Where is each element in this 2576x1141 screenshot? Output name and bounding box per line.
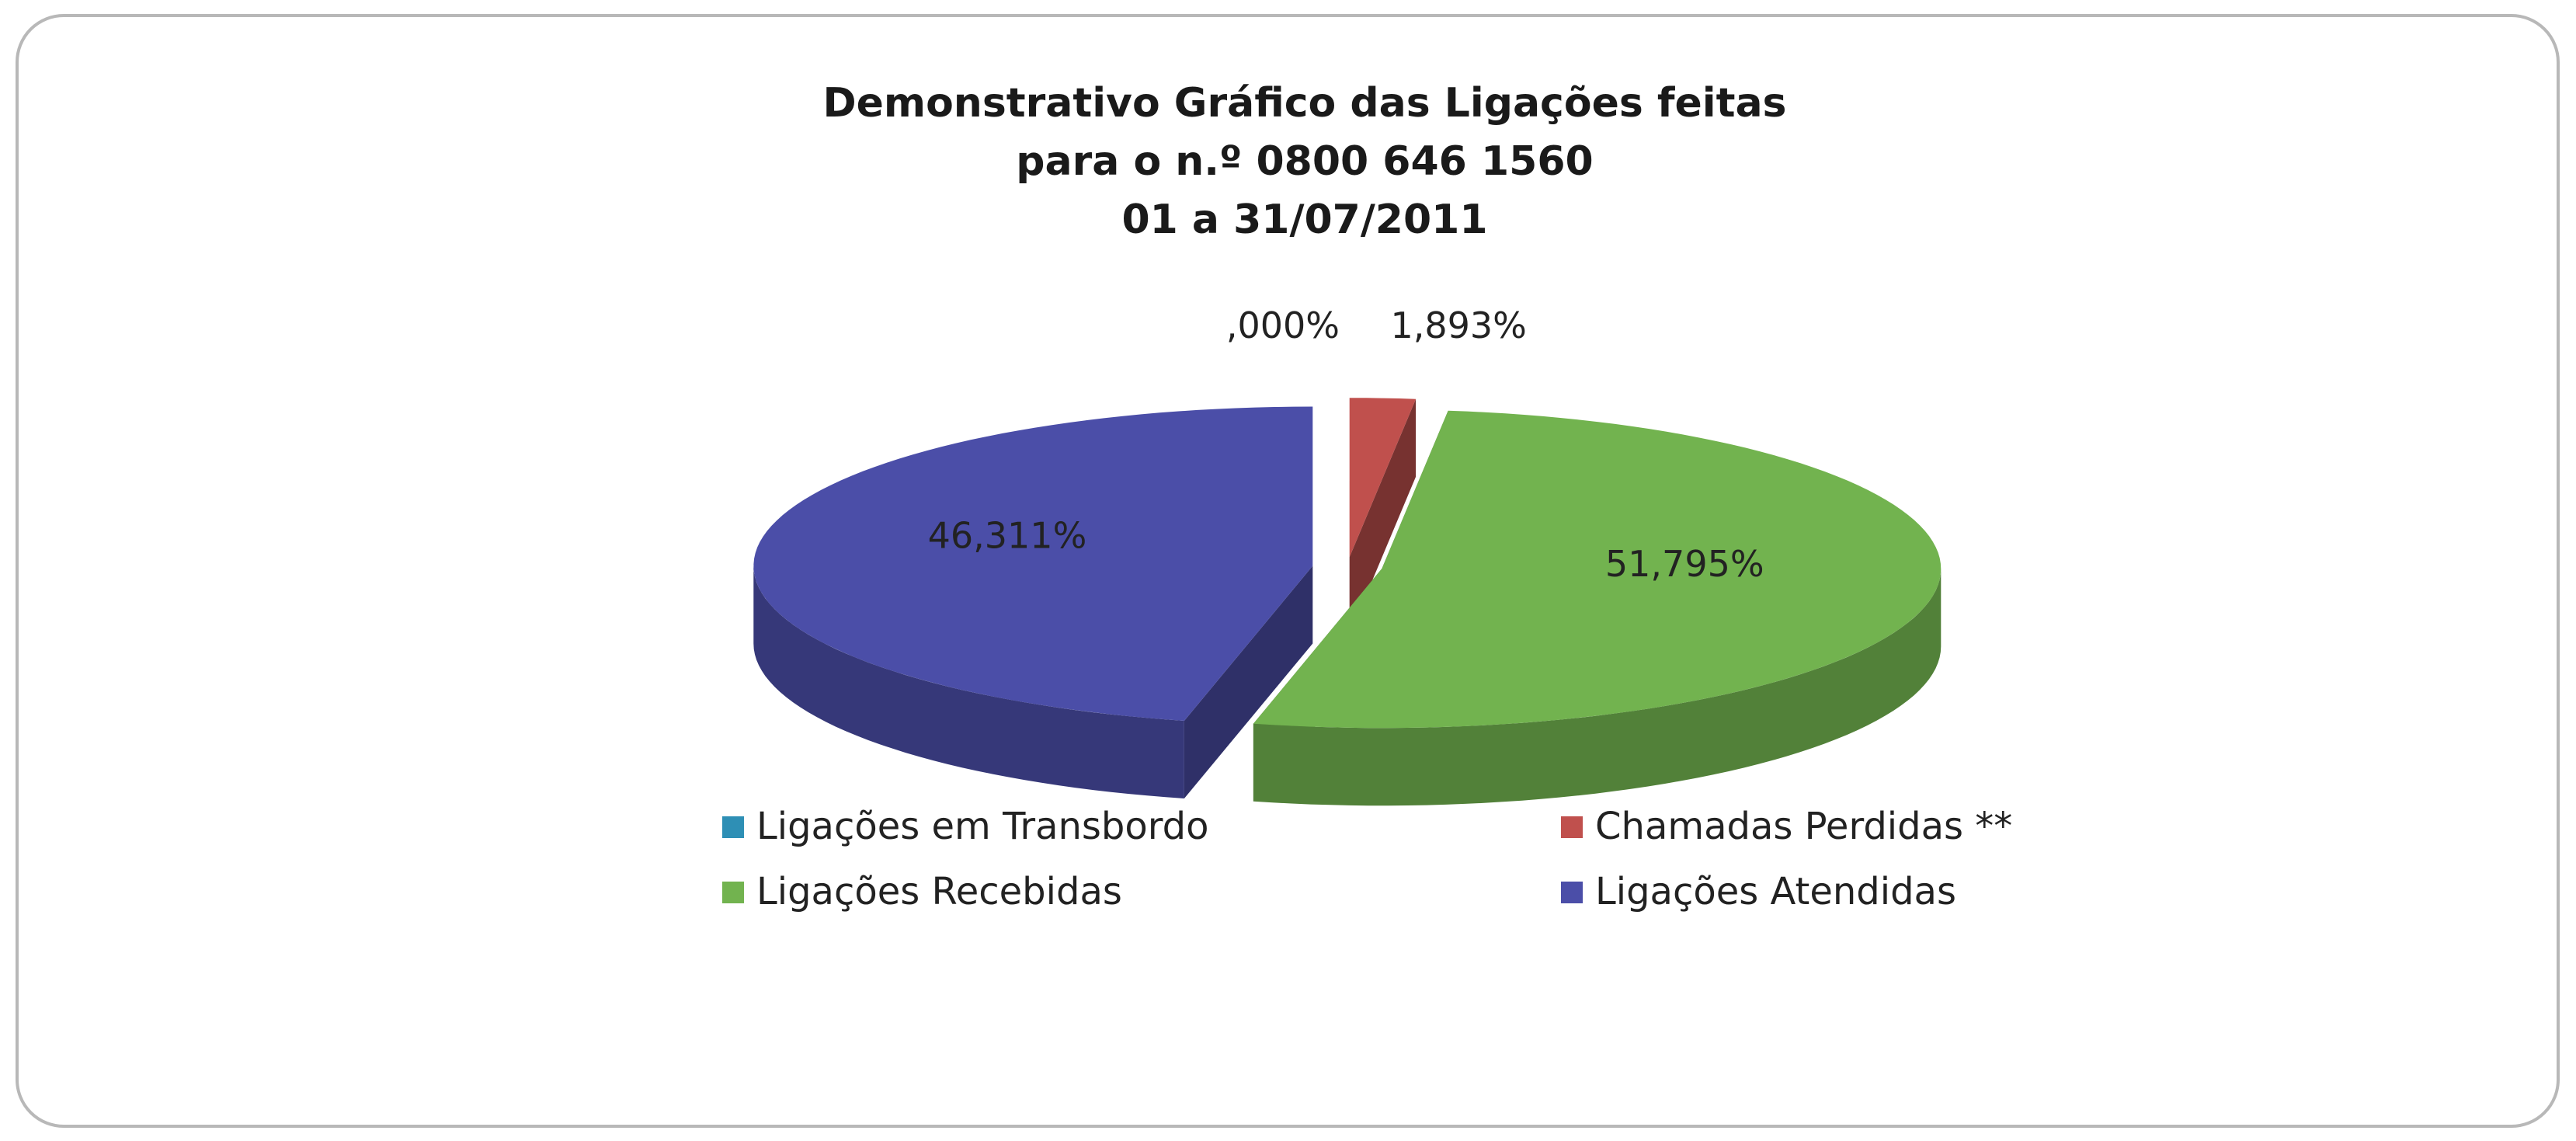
slice-top (1253, 410, 1942, 729)
legend-label: Chamadas Perdidas ** (1595, 805, 2013, 848)
legend: Ligações em Transbordo Chamadas Perdidas … (722, 804, 2120, 914)
legend-swatch (722, 882, 744, 903)
pie-slice (1253, 410, 1942, 806)
slice-side (753, 565, 1184, 798)
slice-top (753, 406, 1313, 721)
legend-label: Ligações em Transbordo (756, 805, 1209, 848)
pie-slice (1349, 398, 1417, 635)
legend-item: Ligações Recebidas (722, 869, 1561, 914)
slice-wall (1349, 398, 1417, 635)
pie: ,000% 1,893% 51,795% 46,311% (753, 304, 1942, 806)
data-label: ,000% (1226, 304, 1340, 346)
pie-slice (753, 406, 1313, 798)
chart-title: 01 a 31/07/2011 (1121, 197, 1487, 243)
legend-label: Ligações Atendidas (1595, 870, 1956, 913)
data-label: 46,311% (928, 514, 1087, 556)
legend-swatch (722, 816, 744, 838)
legend-swatch (1561, 816, 1583, 838)
data-label: 1,893% (1390, 304, 1526, 346)
legend-label: Ligações Recebidas (756, 870, 1122, 913)
slice-side (1253, 569, 1942, 806)
legend-item: Chamadas Perdidas ** (1561, 804, 2120, 849)
legend-swatch (1561, 882, 1583, 903)
data-label: 51,795% (1605, 543, 1764, 585)
chart-title: Demonstrativo Gráfico das Ligações feita… (822, 80, 1786, 127)
legend-item: Ligações em Transbordo (722, 804, 1561, 849)
chart-title: para o n.º 0800 646 1560 (1016, 138, 1593, 185)
legend-item: Ligações Atendidas (1561, 869, 2120, 914)
slice-wall (1184, 565, 1313, 798)
slice-top (1349, 398, 1417, 558)
